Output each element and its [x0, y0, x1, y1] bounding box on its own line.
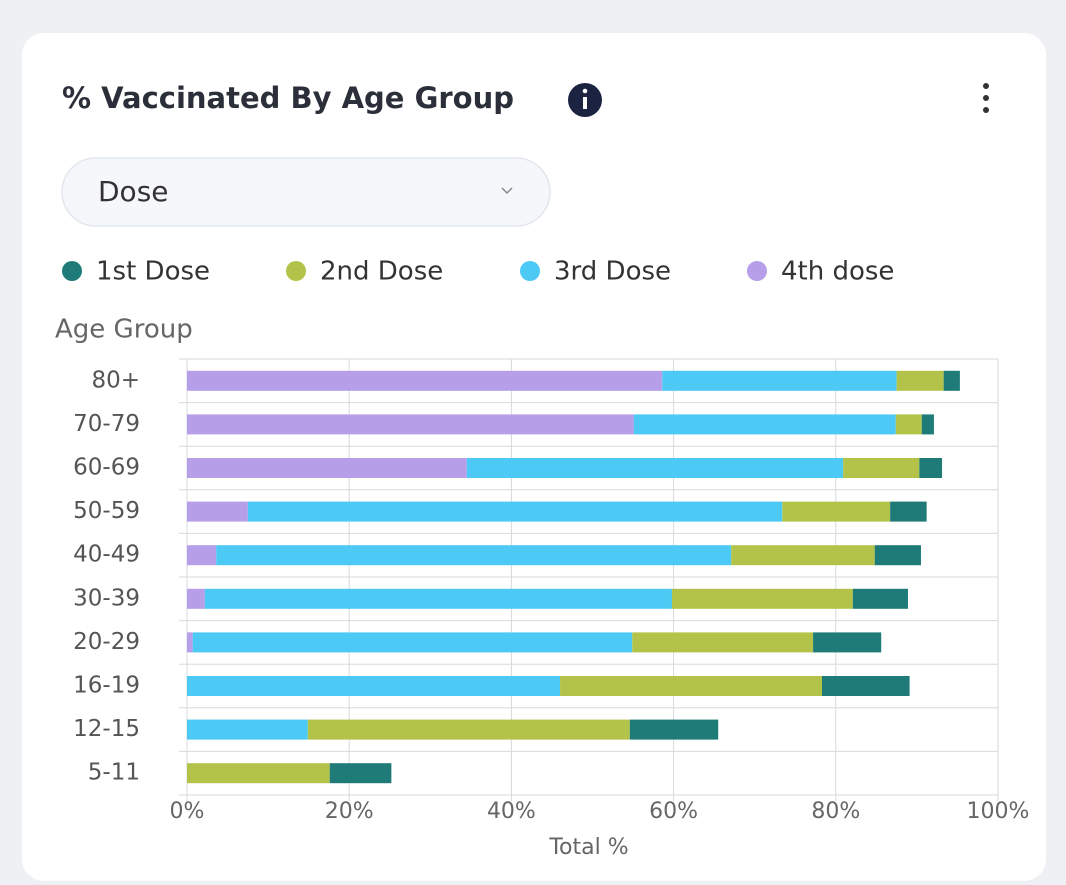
card — [22, 33, 1046, 881]
x-tick-label: 0% — [170, 799, 205, 824]
legend-swatch — [747, 261, 767, 281]
legend-label: 2nd Dose — [320, 257, 443, 287]
bar-segment — [187, 719, 308, 740]
bar-segment — [632, 632, 814, 653]
legend-label: 4th dose — [781, 257, 894, 287]
x-tick-label: 60% — [649, 799, 698, 824]
x-tick-label: 20% — [325, 799, 374, 824]
bar-segment — [662, 370, 897, 391]
x-tick-label: 100% — [967, 799, 1030, 824]
dropdown[interactable]: Dose — [61, 157, 551, 227]
x-axis-title: Total % — [548, 835, 628, 860]
bar-segment — [822, 676, 910, 696]
x-tick-label: 80% — [811, 799, 860, 824]
bar-segment — [633, 414, 896, 435]
bar-segment — [890, 501, 927, 522]
bar-segment — [307, 719, 630, 740]
bar-segment — [874, 545, 921, 566]
y-tick-label: 40-49 — [73, 542, 140, 568]
legend-swatch — [62, 261, 82, 281]
chevron — [501, 187, 513, 195]
legend-swatch — [520, 261, 540, 281]
bar-segment — [629, 719, 719, 740]
bar-segment — [731, 545, 875, 566]
bar-segment — [921, 414, 934, 435]
bar-segment — [187, 763, 330, 784]
bar-segment — [895, 414, 922, 435]
y-tick-label: 20-29 — [73, 629, 140, 655]
bar-segment — [192, 632, 633, 653]
legend-label: 1st Dose — [96, 257, 210, 287]
y-tick-label: 50-59 — [73, 498, 140, 524]
card-title: % Vaccinated By Age Group — [62, 81, 514, 115]
bar-segment — [187, 632, 193, 653]
bar-segment — [187, 545, 217, 566]
bar-segment — [843, 458, 920, 478]
bar-segment — [187, 588, 205, 609]
bar-segment — [187, 414, 634, 435]
menu-button[interactable] — [983, 83, 989, 113]
bar-segment — [852, 588, 908, 609]
bar-segment — [187, 370, 663, 391]
bar-segment — [813, 632, 882, 653]
bar-segment — [204, 588, 672, 609]
bar-segment — [671, 588, 853, 609]
legend-label: 3rd Dose — [554, 257, 671, 287]
y-tick-label: 16-19 — [73, 673, 140, 699]
y-tick-label: 80+ — [91, 367, 140, 393]
y-tick-label: 12-15 — [73, 716, 140, 742]
bar-segment — [896, 370, 944, 391]
bar-segment — [466, 458, 844, 478]
y-tick-label: 60-69 — [73, 455, 140, 481]
bar-segment — [782, 501, 891, 522]
bar-segment — [187, 501, 248, 522]
bar-segment — [943, 370, 960, 391]
bar-segment — [919, 458, 943, 478]
bar-segment — [187, 458, 467, 478]
bar-segment — [329, 763, 392, 784]
y-tick-label: 70-79 — [73, 411, 140, 437]
legend-swatch — [286, 261, 306, 281]
info-icon[interactable] — [568, 83, 602, 117]
bar-segment — [560, 676, 823, 696]
bar-segment — [247, 501, 783, 522]
y-axis-title: Age Group — [55, 315, 193, 345]
y-tick-label: 30-39 — [73, 585, 140, 611]
bar-segment — [216, 545, 732, 566]
bar-segment — [187, 676, 561, 696]
x-tick-label: 40% — [487, 799, 536, 824]
dropdown-value: Dose — [98, 175, 169, 208]
y-tick-label: 5-11 — [88, 760, 140, 786]
